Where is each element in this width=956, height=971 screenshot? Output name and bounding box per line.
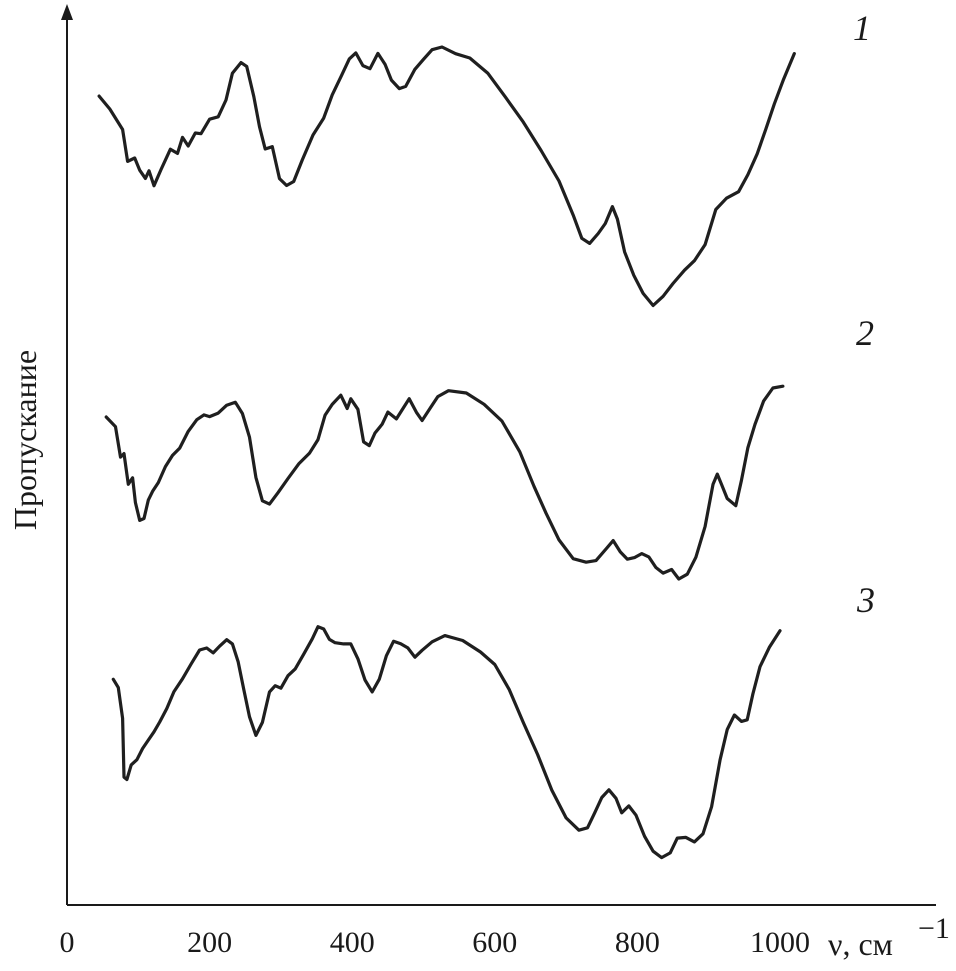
x-tick-label: 800 — [615, 926, 660, 959]
x-tick-label: 200 — [187, 926, 232, 959]
series-3-line — [111, 625, 782, 860]
y-axis-arrow — [61, 4, 73, 20]
series-1-label: 1 — [853, 8, 871, 48]
x-axis-title-text: ν, см — [828, 926, 893, 962]
y-axis-title: Пропускание — [7, 350, 43, 530]
x-axis-title-superscript: −1 — [918, 912, 950, 945]
x-tick-label: 0 — [60, 926, 75, 959]
x-tick-label: 1000 — [750, 926, 810, 959]
series-labels: 1 2 3 — [853, 8, 875, 620]
x-tick-labels: 0 200 400 600 800 1000 — [60, 926, 811, 959]
x-axis-title: ν, см −1 — [828, 912, 950, 962]
series-2-label: 2 — [856, 313, 874, 353]
axes — [61, 4, 936, 906]
series-group — [97, 45, 796, 860]
series-1-line — [97, 45, 796, 308]
series-2-line — [104, 384, 785, 581]
x-tick-label: 600 — [472, 926, 517, 959]
x-tick-label: 400 — [330, 926, 375, 959]
series-3-label: 3 — [856, 580, 875, 620]
